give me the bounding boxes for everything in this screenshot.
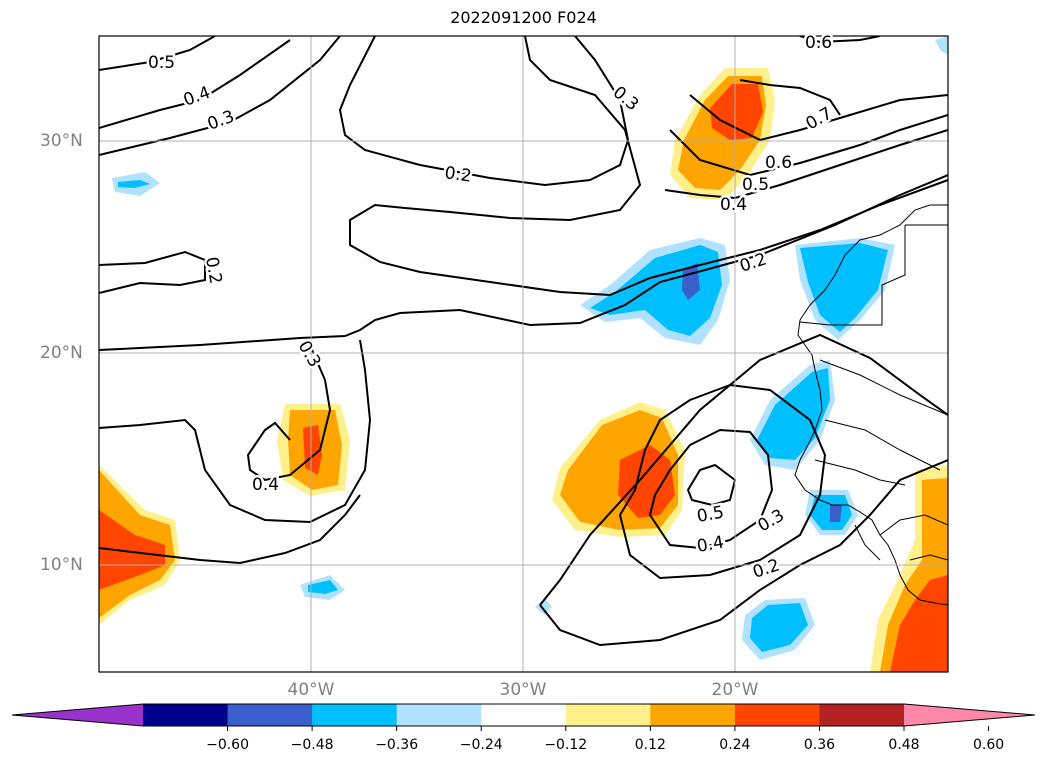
colorbar-tick-label: 0.36 xyxy=(803,737,836,753)
colorbar-extend-low xyxy=(12,704,143,726)
contour-label: 0.5 xyxy=(695,503,725,527)
colorbar-box xyxy=(312,704,398,726)
colorbar-tick-label: 0.24 xyxy=(719,737,751,753)
colorbar-box xyxy=(396,704,482,726)
colorbar-tick-label: 0.12 xyxy=(634,737,666,753)
map-title: 2022091200 F024 xyxy=(450,8,597,27)
contour-label: 0.4 xyxy=(720,195,747,215)
contour-label: 0.6 xyxy=(765,153,792,173)
colorbar-box xyxy=(565,704,651,726)
colorbar-box xyxy=(143,704,229,726)
map-frame xyxy=(98,35,949,673)
lon-label-20w: 20°W xyxy=(711,680,759,700)
colorbar-outline xyxy=(11,703,1036,727)
colorbar-tick-label: 0.48 xyxy=(888,737,920,753)
colorbar-box xyxy=(734,704,820,726)
colorbar-extend-high xyxy=(904,704,1035,726)
lat-label-10n: 10°N xyxy=(40,555,83,575)
lat-label-30n: 30°N xyxy=(40,131,83,151)
colorbar-box xyxy=(227,704,313,726)
colorbar-box xyxy=(819,704,905,726)
colorbar-tick-label: −0.48 xyxy=(290,737,334,753)
contour-label: 0.6 xyxy=(805,33,832,53)
contour-label: 0.4 xyxy=(252,475,279,495)
colorbar-box xyxy=(650,704,736,726)
contour-label: 0.2 xyxy=(443,163,473,187)
lon-label-30w: 30°W xyxy=(499,680,547,700)
lon-label-40w: 40°W xyxy=(287,680,335,700)
contour-label: 0.5 xyxy=(148,53,175,73)
lat-label-20n: 20°N xyxy=(40,343,83,363)
colorbar-tick-label: −0.36 xyxy=(375,737,419,753)
colorbar-box xyxy=(481,704,567,726)
graticule xyxy=(99,36,948,672)
colorbar-tick-label: −0.24 xyxy=(459,737,503,753)
contour-label: 0.5 xyxy=(742,175,769,195)
colorbar-tick-label: 0.60 xyxy=(972,737,1005,753)
colorbar xyxy=(11,703,1036,731)
colorbar-tick-label: −0.60 xyxy=(206,737,249,753)
colorbar-tick-label: −0.12 xyxy=(544,737,588,753)
